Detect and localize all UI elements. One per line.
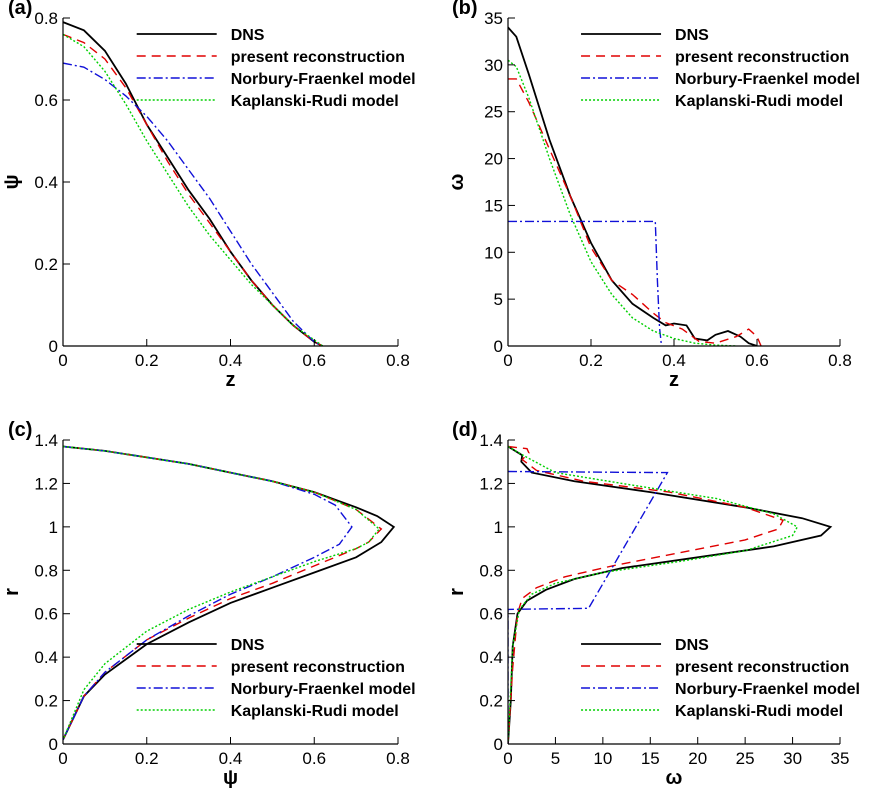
x-tick-label: 35 bbox=[831, 749, 850, 768]
series-line-kaplanski-rudi-model bbox=[508, 59, 737, 346]
legend-label-dns: DNS bbox=[231, 27, 265, 44]
y-tick-label: 35 bbox=[484, 9, 503, 28]
legend-label-present-reconstruction: present reconstruction bbox=[231, 49, 405, 66]
y-tick-label: 0.4 bbox=[479, 648, 503, 667]
x-tick-label: 0.6 bbox=[302, 749, 326, 768]
y-tick-label: 1 bbox=[49, 518, 58, 537]
legend-label-kaplanski-rudi-model: Kaplanski-Rudi model bbox=[231, 93, 399, 110]
y-tick-label: 0 bbox=[49, 337, 58, 356]
x-tick-label: 0.6 bbox=[302, 351, 326, 370]
legend-label-norbury-fraenkel-model: Norbury-Fraenkel model bbox=[231, 71, 416, 88]
x-tick-label: 20 bbox=[688, 749, 707, 768]
legend-label-present-reconstruction: present reconstruction bbox=[231, 659, 405, 676]
panel-c: (c) 0 0.2 0.4 0.6 0.8 0 0.2 0.4 0.6 0.8 1 1.2 1.4 ψ r DN… bbox=[1, 419, 416, 788]
y-tick-label: 0.6 bbox=[479, 605, 503, 624]
legend-label-dns: DNS bbox=[231, 637, 265, 654]
series-line-kaplanski-rudi-model bbox=[63, 33, 324, 346]
x-tick-label: 10 bbox=[593, 749, 612, 768]
y-tick-label: 1.2 bbox=[479, 474, 503, 493]
y-tick-label: 1.2 bbox=[34, 474, 58, 493]
series-line-present-reconstruction bbox=[508, 78, 762, 346]
x-tick-label: 0 bbox=[503, 749, 512, 768]
series-line-kaplanski-rudi-model bbox=[508, 445, 799, 744]
legend-label-norbury-fraenkel-model: Norbury-Fraenkel model bbox=[231, 681, 416, 698]
panel-label: (b) bbox=[452, 0, 478, 19]
x-tick-label: 0 bbox=[58, 351, 67, 370]
series-line-dns bbox=[508, 445, 833, 744]
panel-label: (c) bbox=[8, 419, 32, 441]
y-tick-label: 0.2 bbox=[34, 255, 58, 274]
x-tick-label: 0.4 bbox=[662, 351, 686, 370]
series-line-dns bbox=[508, 26, 758, 346]
y-tick-label: 0.4 bbox=[34, 648, 58, 667]
x-tick-label: 15 bbox=[641, 749, 660, 768]
panel-label: (d) bbox=[452, 419, 478, 441]
legend-label-kaplanski-rudi-model: Kaplanski-Rudi model bbox=[675, 703, 843, 720]
x-tick-label: 30 bbox=[783, 749, 802, 768]
y-tick-label: 0.4 bbox=[34, 173, 58, 192]
y-tick-label: 20 bbox=[484, 150, 503, 169]
series-line-norbury-fraenkel-model bbox=[63, 62, 323, 346]
legend-label-kaplanski-rudi-model: Kaplanski-Rudi model bbox=[231, 703, 399, 720]
legend-label-dns: DNS bbox=[675, 27, 709, 44]
x-tick-label: 0.2 bbox=[579, 351, 603, 370]
y-tick-label: 25 bbox=[484, 103, 503, 122]
y-tick-label: 10 bbox=[484, 243, 503, 262]
x-axis-label: ω bbox=[666, 767, 683, 788]
series-line-present-reconstruction bbox=[63, 33, 323, 346]
y-axis-label: ψ bbox=[1, 174, 23, 189]
x-axis-label: z bbox=[669, 369, 679, 391]
x-axis-label: ψ bbox=[223, 767, 238, 788]
y-tick-label: 5 bbox=[494, 290, 503, 309]
series-line-present-reconstruction bbox=[508, 445, 785, 744]
y-axis-label: r bbox=[1, 588, 23, 596]
series-line-norbury-fraenkel-model bbox=[508, 470, 669, 744]
y-tick-label: 0 bbox=[49, 735, 58, 754]
x-tick-label: 0.8 bbox=[386, 351, 410, 370]
x-tick-label: 0.6 bbox=[745, 351, 769, 370]
x-axis-label: z bbox=[226, 369, 236, 391]
x-tick-label: 0 bbox=[58, 749, 67, 768]
y-tick-label: 0.8 bbox=[479, 561, 503, 580]
legend-label-norbury-fraenkel-model: Norbury-Fraenkel model bbox=[675, 681, 860, 698]
x-tick-label: 0.4 bbox=[219, 351, 243, 370]
y-tick-label: 1.4 bbox=[34, 431, 58, 450]
y-axis-label: r bbox=[446, 588, 468, 596]
x-tick-label: 5 bbox=[551, 749, 560, 768]
x-tick-label: 0.2 bbox=[135, 351, 159, 370]
x-tick-label: 0.4 bbox=[219, 749, 243, 768]
y-tick-label: 30 bbox=[484, 56, 503, 75]
legend-label-present-reconstruction: present reconstruction bbox=[675, 659, 849, 676]
y-tick-label: 0.6 bbox=[34, 91, 58, 110]
legend-label-norbury-fraenkel-model: Norbury-Fraenkel model bbox=[675, 71, 860, 88]
panel-a: (a) 0 0.2 0.4 0.6 0.8 0 0.2 0.4 0.6 0.8 z ψ DNS presen… bbox=[1, 0, 416, 391]
y-tick-label: 0.8 bbox=[34, 9, 58, 28]
y-axis-label: ω bbox=[446, 173, 468, 190]
y-tick-label: 1 bbox=[494, 518, 503, 537]
x-tick-label: 25 bbox=[736, 749, 755, 768]
y-tick-label: 0 bbox=[494, 337, 503, 356]
x-tick-label: 0 bbox=[503, 351, 512, 370]
series-line-norbury-fraenkel-model bbox=[63, 445, 353, 741]
legend-label-dns: DNS bbox=[675, 637, 709, 654]
x-tick-label: 0.8 bbox=[828, 351, 852, 370]
legend-label-present-reconstruction: present reconstruction bbox=[675, 49, 849, 66]
y-tick-label: 0 bbox=[494, 735, 503, 754]
legend-label-kaplanski-rudi-model: Kaplanski-Rudi model bbox=[675, 93, 843, 110]
y-tick-label: 0.8 bbox=[34, 561, 58, 580]
panel-b: (b) 0 0.2 0.4 0.6 0.8 0 5 10 15 20 25 30 35 z ω DNS prese… bbox=[446, 0, 860, 391]
panel-d: (d) 0 5 10 15 20 25 30 35 0 0.2 0.4 0.6 0.8 1 1.2 1.4 ω r D… bbox=[446, 419, 860, 788]
y-tick-label: 0.2 bbox=[479, 692, 503, 711]
series-line-norbury-fraenkel-model bbox=[508, 220, 663, 346]
y-tick-label: 0.2 bbox=[34, 692, 58, 711]
x-tick-label: 0.8 bbox=[386, 749, 410, 768]
y-tick-label: 0.6 bbox=[34, 605, 58, 624]
x-tick-label: 0.2 bbox=[135, 749, 159, 768]
y-tick-label: 1.4 bbox=[479, 431, 503, 450]
panel-label: (a) bbox=[8, 0, 32, 19]
y-tick-label: 15 bbox=[484, 196, 503, 215]
